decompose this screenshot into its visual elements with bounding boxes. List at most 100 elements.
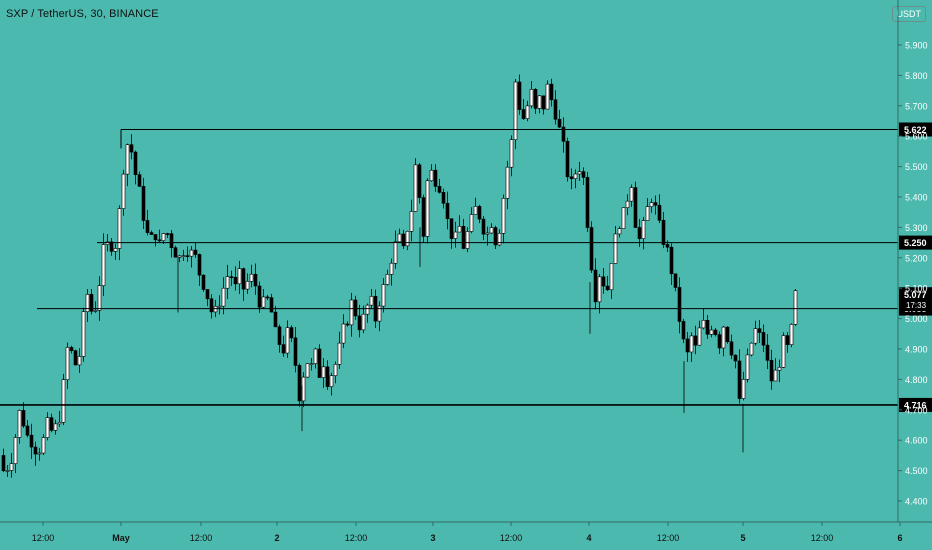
candle-body [253, 273, 258, 287]
candle-body [657, 204, 662, 221]
candle-body [749, 342, 754, 356]
candle-body [617, 228, 622, 235]
candle-body [717, 334, 722, 349]
candle-body [53, 423, 58, 431]
candle-body [297, 365, 302, 402]
candle-body [185, 255, 190, 257]
candle-body [793, 290, 798, 325]
candle-body [129, 144, 134, 153]
y-tick-label: 4.900 [905, 345, 928, 355]
y-tick-label: 5.500 [905, 162, 928, 172]
candle-body [233, 277, 238, 285]
candle-body [441, 192, 446, 204]
candle-body [433, 169, 438, 187]
y-tick-label: 5.400 [905, 193, 928, 203]
candle-body [569, 176, 574, 179]
candle-body [29, 434, 34, 448]
x-tick-label: 12:00 [500, 533, 523, 543]
candle-body [85, 294, 90, 312]
x-tick-label: 12:00 [32, 533, 55, 543]
candle-body [637, 227, 642, 239]
candle-body [265, 296, 270, 299]
candle-body [25, 425, 30, 436]
x-tick-label: May [112, 533, 130, 543]
candle-body [585, 177, 590, 228]
candle-body [345, 323, 350, 326]
candle-body [525, 105, 530, 119]
candle-body [357, 315, 362, 331]
candle-body [513, 81, 518, 140]
candle-body [529, 89, 534, 107]
candle-body [133, 151, 138, 175]
candle-body [353, 299, 358, 317]
candle-body [317, 348, 322, 378]
candle-body [453, 231, 458, 239]
candle-body [629, 187, 634, 202]
candle-body [9, 463, 14, 471]
candle-body [729, 341, 734, 356]
candle-body [153, 234, 158, 241]
candle-body [477, 206, 482, 220]
candle-body [313, 348, 318, 364]
candle-body [401, 233, 406, 247]
candle-body [41, 437, 46, 454]
candle-body [417, 164, 422, 198]
candle-body [89, 294, 94, 312]
currency-badge[interactable]: USDT [891, 6, 926, 22]
candle-body [789, 324, 794, 345]
candle-body [301, 376, 306, 402]
y-tick-label: 5.600 [905, 132, 928, 142]
candle-body [237, 268, 242, 285]
candle-body [593, 269, 598, 303]
y-tick-label: 4.800 [905, 375, 928, 385]
y-tick-label: 5.100 [905, 284, 928, 294]
y-tick-label: 4.400 [905, 497, 928, 507]
candle-body [457, 226, 462, 233]
candle-body [281, 344, 286, 354]
candle-body [101, 244, 106, 286]
candle-body [181, 255, 186, 257]
candle-body [765, 344, 770, 361]
candle-body [1, 455, 6, 472]
candle-body [425, 180, 430, 237]
candle-body [377, 305, 382, 322]
candle-body [741, 379, 746, 399]
candle-body [609, 263, 614, 291]
candle-body [685, 338, 690, 353]
candle-body [553, 99, 558, 120]
candle-body [365, 304, 370, 315]
candle-body [369, 296, 374, 306]
candle-body [745, 354, 750, 380]
level-label-bg [899, 397, 932, 412]
y-tick-label: 4.600 [905, 436, 928, 446]
candle-body [17, 410, 22, 438]
candle-body [645, 206, 650, 221]
candle-body [137, 174, 142, 187]
countdown-label: 17:33 [906, 301, 927, 310]
candle-body [33, 446, 38, 455]
candle-body [161, 233, 166, 241]
candle-body [329, 375, 334, 387]
candle-body [13, 437, 18, 464]
candle-body [81, 311, 86, 357]
candle-body [429, 169, 434, 182]
candle-body [777, 367, 782, 371]
candle-body [37, 452, 42, 455]
candle-body [773, 369, 778, 382]
last-price-label-bg [899, 287, 932, 312]
candle-body [61, 379, 66, 423]
candle-body [565, 140, 570, 178]
candle-body [277, 326, 282, 345]
level-label: 5.622 [904, 125, 927, 135]
candle-body [493, 227, 498, 246]
candle-body [621, 207, 626, 229]
candle-body [97, 285, 102, 311]
candle-body [305, 363, 310, 378]
candle-body [389, 262, 394, 275]
x-tick-label: 12:00 [190, 533, 213, 543]
candle-body [397, 233, 402, 243]
chart-title: SXP / TetherUS, 30, BINANCE [6, 8, 159, 20]
y-tick-label: 5.800 [905, 71, 928, 81]
candle-body [409, 211, 414, 232]
